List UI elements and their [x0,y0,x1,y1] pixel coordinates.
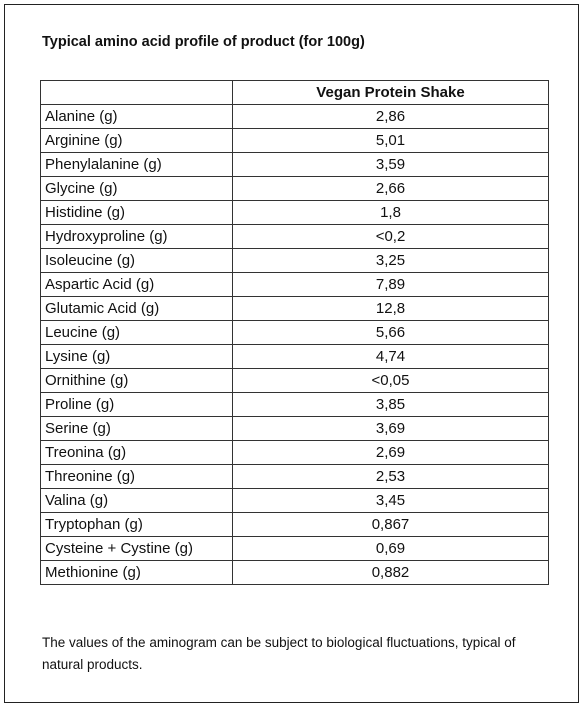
value-cell: 3,59 [232,152,549,177]
amino-table: Vegan Protein Shake Alanine (g) 2,86 Argin… [40,80,549,585]
value-cell: 2,69 [232,440,549,465]
table-row: Glycine (g) 2,66 [40,176,549,201]
value-cell: 3,45 [232,488,549,513]
name-cell: Treonina (g) [40,440,233,465]
name-cell: Valina (g) [40,488,233,513]
table-row: Lysine (g) 4,74 [40,344,549,369]
table-row: Proline (g) 3,85 [40,392,549,417]
table-row: Methionine (g) 0,882 [40,560,549,585]
footnote: The values of the aminogram can be subje… [42,635,516,672]
table-row: Phenylalanine (g) 3,59 [40,152,549,177]
table-row: Ornithine (g) <0,05 [40,368,549,393]
value-cell: 4,74 [232,344,549,369]
table-row: Arginine (g) 5,01 [40,128,549,153]
value-cell: 2,66 [232,176,549,201]
table-row: Aspartic Acid (g) 7,89 [40,272,549,297]
title: Typical amino acid profile of product (f… [42,34,365,50]
header-row: Vegan Protein Shake [40,80,549,105]
name-cell: Lysine (g) [40,344,233,369]
value-cell: 0,882 [232,560,549,585]
table-row: Isoleucine (g) 3,25 [40,248,549,273]
table-row: Histidine (g) 1,8 [40,200,549,225]
name-cell: Arginine (g) [40,128,233,153]
column-header: Vegan Protein Shake [232,80,549,105]
column-header [40,80,233,105]
name-cell: Tryptophan (g) [40,512,233,537]
name-cell: Glycine (g) [40,176,233,201]
table-row: Valina (g) 3,45 [40,488,549,513]
table-row: Alanine (g) 2,86 [40,104,549,129]
value-cell: <0,2 [232,224,549,249]
table-row: Tryptophan (g) 0,867 [40,512,549,537]
value-cell: 12,8 [232,296,549,321]
table-row: Serine (g) 3,69 [40,416,549,441]
table-row: Cysteine + Cystine (g) 0,69 [40,536,549,561]
name-cell: Aspartic Acid (g) [40,272,233,297]
value-cell: 2,86 [232,104,549,129]
table-row: Hydroxyproline (g) <0,2 [40,224,549,249]
name-cell: Proline (g) [40,392,233,417]
value-cell: 3,69 [232,416,549,441]
value-cell: 5,01 [232,128,549,153]
table-row: Leucine (g) 5,66 [40,320,549,345]
table-row: Glutamic Acid (g) 12,8 [40,296,549,321]
name-cell: Alanine (g) [40,104,233,129]
value-cell: 3,25 [232,248,549,273]
value-cell: 1,8 [232,200,549,225]
value-cell: <0,05 [232,368,549,393]
value-cell: 5,66 [232,320,549,345]
name-cell: Ornithine (g) [40,368,233,393]
value-cell: 2,53 [232,464,549,489]
name-cell: Hydroxyproline (g) [40,224,233,249]
name-cell: Threonine (g) [40,464,233,489]
table-row: Treonina (g) 2,69 [40,440,549,465]
table-body: Alanine (g) 2,86 Arginine (g) 5,01 Phenylala… [40,104,549,585]
name-cell: Serine (g) [40,416,233,441]
name-cell: Phenylalanine (g) [40,152,233,177]
name-cell: Cysteine + Cystine (g) [40,536,233,561]
value-cell: 3,85 [232,392,549,417]
value-cell: 0,69 [232,536,549,561]
name-cell: Glutamic Acid (g) [40,296,233,321]
frame [4,4,579,703]
name-cell: Histidine (g) [40,200,233,225]
name-cell: Isoleucine (g) [40,248,233,273]
table-row: Threonine (g) 2,53 [40,464,549,489]
name-cell: Leucine (g) [40,320,233,345]
name-cell: Methionine (g) [40,560,233,585]
value-cell: 0,867 [232,512,549,537]
value-cell: 7,89 [232,272,549,297]
